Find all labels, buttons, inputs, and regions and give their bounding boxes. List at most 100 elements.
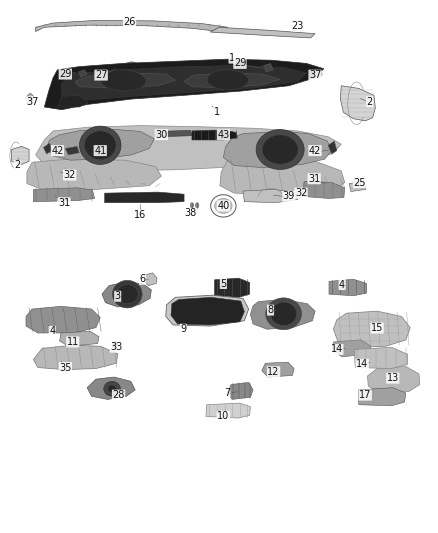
Polygon shape (62, 66, 306, 101)
Ellipse shape (126, 64, 134, 71)
Text: 3: 3 (115, 291, 121, 301)
Text: 4: 4 (49, 326, 55, 336)
Text: 35: 35 (59, 362, 71, 373)
Polygon shape (155, 131, 192, 137)
Polygon shape (105, 192, 184, 203)
Polygon shape (27, 159, 161, 190)
Polygon shape (102, 282, 151, 307)
Text: 29: 29 (234, 59, 246, 68)
Text: 17: 17 (359, 390, 371, 400)
Ellipse shape (215, 198, 232, 213)
Polygon shape (210, 27, 315, 38)
Ellipse shape (113, 342, 118, 349)
Text: 4: 4 (339, 280, 345, 289)
Polygon shape (243, 189, 297, 203)
Text: 30: 30 (155, 130, 167, 140)
Text: 13: 13 (387, 373, 399, 383)
Text: 2: 2 (367, 96, 373, 107)
Polygon shape (367, 367, 420, 392)
Polygon shape (206, 403, 251, 418)
Polygon shape (333, 311, 410, 348)
Text: 39: 39 (283, 191, 295, 201)
Polygon shape (340, 86, 375, 121)
Text: 41: 41 (94, 146, 106, 156)
Text: 27: 27 (95, 70, 107, 80)
Text: 37: 37 (26, 96, 38, 107)
Polygon shape (264, 63, 273, 72)
Polygon shape (33, 345, 118, 369)
Polygon shape (359, 387, 406, 406)
Polygon shape (26, 93, 33, 104)
Ellipse shape (104, 381, 120, 396)
Text: 14: 14 (356, 359, 368, 369)
Text: 29: 29 (59, 69, 71, 79)
Ellipse shape (85, 131, 116, 160)
Polygon shape (57, 95, 88, 107)
Text: 31: 31 (58, 198, 70, 208)
Polygon shape (329, 279, 367, 296)
Text: 9: 9 (180, 324, 186, 334)
Polygon shape (302, 181, 345, 198)
Polygon shape (75, 73, 175, 88)
Polygon shape (60, 332, 99, 346)
Text: 12: 12 (267, 367, 280, 377)
Text: 38: 38 (184, 208, 197, 219)
Text: 15: 15 (371, 323, 383, 333)
Polygon shape (87, 377, 135, 399)
Ellipse shape (113, 280, 142, 308)
Polygon shape (220, 158, 345, 195)
Ellipse shape (207, 70, 248, 90)
Polygon shape (78, 70, 87, 77)
Text: 32: 32 (64, 170, 76, 180)
Text: 11: 11 (67, 337, 79, 347)
Text: 26: 26 (124, 17, 136, 27)
Text: 6: 6 (140, 274, 146, 284)
Text: 42: 42 (51, 146, 64, 156)
Polygon shape (166, 295, 249, 326)
Text: 23: 23 (291, 21, 304, 31)
Text: 14: 14 (331, 344, 343, 354)
Text: 42: 42 (309, 146, 321, 156)
Ellipse shape (262, 135, 298, 164)
Polygon shape (35, 126, 341, 171)
Polygon shape (26, 306, 100, 333)
Text: 8: 8 (268, 305, 274, 315)
Polygon shape (227, 382, 253, 399)
Text: 5: 5 (220, 279, 226, 288)
Text: 31: 31 (308, 174, 320, 184)
Polygon shape (332, 340, 371, 357)
Text: 1: 1 (214, 107, 220, 117)
Text: 10: 10 (217, 411, 230, 422)
Polygon shape (215, 278, 250, 297)
Polygon shape (262, 362, 294, 377)
Ellipse shape (266, 298, 301, 330)
Ellipse shape (117, 285, 138, 304)
Ellipse shape (108, 385, 117, 392)
Polygon shape (44, 59, 324, 110)
Polygon shape (33, 188, 95, 201)
Polygon shape (65, 147, 79, 155)
Ellipse shape (80, 126, 121, 165)
Text: 32: 32 (295, 188, 307, 198)
Text: 37: 37 (309, 70, 321, 80)
Text: 40: 40 (217, 201, 230, 211)
Polygon shape (328, 141, 337, 154)
Ellipse shape (190, 203, 194, 208)
Polygon shape (354, 348, 408, 368)
Polygon shape (171, 297, 244, 325)
Ellipse shape (315, 71, 322, 77)
Polygon shape (349, 181, 366, 191)
Polygon shape (35, 20, 228, 31)
Polygon shape (12, 147, 29, 165)
Polygon shape (144, 273, 157, 286)
Ellipse shape (100, 70, 146, 91)
Polygon shape (43, 143, 52, 154)
Ellipse shape (256, 130, 304, 169)
Text: 7: 7 (224, 388, 230, 398)
Text: 43: 43 (217, 130, 230, 140)
Text: 25: 25 (353, 177, 366, 188)
Ellipse shape (271, 302, 297, 326)
Text: 16: 16 (134, 211, 147, 221)
Polygon shape (184, 73, 280, 88)
Ellipse shape (195, 203, 199, 208)
